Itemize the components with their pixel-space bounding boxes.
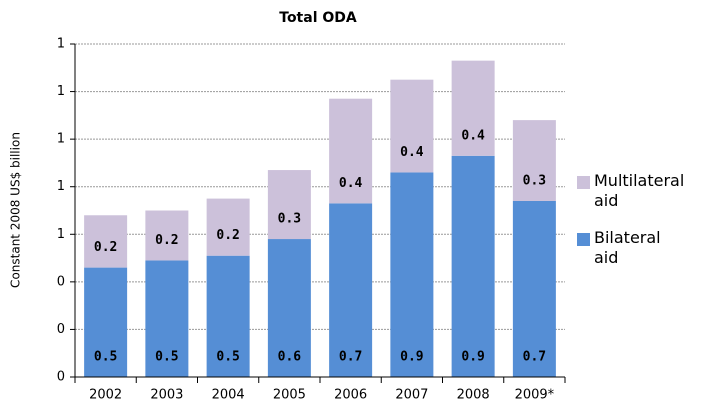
- y-tick-label: 0: [57, 274, 65, 289]
- x-tick-label: 2005: [273, 388, 306, 403]
- value-label: 0.7: [339, 350, 362, 365]
- value-label: 0.4: [339, 176, 363, 191]
- bar-segment: [84, 267, 128, 377]
- bar-segment: [451, 155, 495, 377]
- y-tick-label: 0: [57, 370, 65, 385]
- value-label: 0.2: [216, 228, 239, 243]
- bar-segment: [267, 170, 311, 240]
- bar-segment: [145, 260, 189, 377]
- value-label: 0.5: [216, 350, 239, 365]
- y-tick-label: 1: [57, 179, 65, 194]
- bar-segment: [206, 198, 250, 256]
- bar-segment: [329, 98, 373, 204]
- y-axis-label: Constant 2008 US$ billion: [9, 132, 23, 288]
- value-label: 0.9: [461, 350, 484, 365]
- legend-swatch: [577, 176, 590, 189]
- y-tick-label: 1: [57, 132, 65, 147]
- bar-segment: [145, 210, 189, 261]
- y-tick-label: 0: [57, 322, 65, 337]
- x-tick-label: 2007: [395, 388, 428, 403]
- bar-segment: [390, 172, 434, 377]
- bar-segment: [84, 215, 128, 268]
- y-tick-label: 1: [57, 84, 65, 99]
- bar-segment: [329, 203, 373, 377]
- x-tick-label: 2009*: [515, 388, 555, 403]
- value-label: 0.2: [94, 240, 117, 255]
- value-label: 0.4: [400, 145, 424, 160]
- x-tick-label: 2002: [89, 388, 122, 403]
- chart-title: Total ODA: [279, 10, 357, 26]
- value-label: 0.2: [155, 233, 178, 248]
- value-label: 0.4: [461, 128, 485, 143]
- bar-segment: [267, 239, 311, 377]
- bar-segment: [512, 120, 556, 201]
- value-label: 0.5: [155, 350, 178, 365]
- bar-segment: [206, 255, 250, 377]
- value-label: 0.7: [523, 350, 546, 365]
- x-tick-label: 2004: [212, 388, 245, 403]
- x-tick-label: 2003: [150, 388, 183, 403]
- bar-segment: [390, 79, 434, 173]
- legend-label: Bilateral aid: [594, 228, 661, 267]
- value-label: 0.5: [94, 350, 117, 365]
- value-label: 0.6: [278, 350, 302, 365]
- value-label: 0.3: [523, 173, 546, 188]
- value-label: 0.3: [278, 212, 301, 227]
- bar-segment: [512, 200, 556, 377]
- value-label: 0.9: [400, 350, 423, 365]
- legend-label: Multilateral aid: [594, 171, 685, 210]
- y-tick-label: 1: [57, 37, 65, 52]
- legend-swatch: [577, 233, 590, 246]
- x-tick-label: 2008: [457, 388, 490, 403]
- bar-segment: [451, 60, 495, 156]
- y-tick-label: 1: [57, 227, 65, 242]
- x-tick-label: 2006: [334, 388, 367, 403]
